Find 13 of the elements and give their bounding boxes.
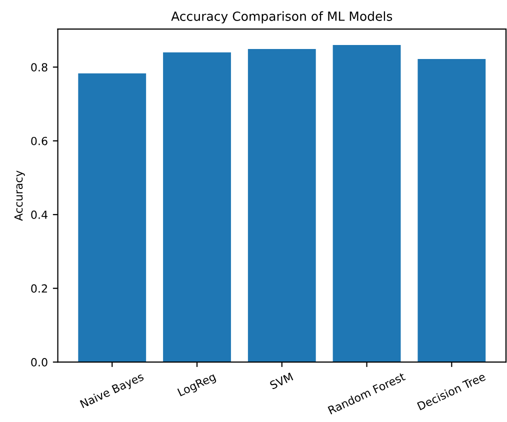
bar [78, 73, 146, 362]
bar [163, 52, 231, 362]
bar [332, 44, 401, 362]
y-tick-label: 0.2 [31, 284, 47, 293]
x-tick-label: SVM [269, 372, 294, 390]
bar [418, 58, 486, 362]
y-tick-label: 0.6 [31, 136, 48, 146]
y-tick-label: 0.4 [31, 210, 48, 219]
y-tick-label: 0.0 [31, 358, 48, 366]
y-tick-label: 0.8 [31, 63, 48, 72]
bar [248, 49, 316, 362]
chart-title: Accuracy Comparison of ML Models [171, 11, 392, 24]
y-axis-title: Accuracy [14, 170, 25, 221]
